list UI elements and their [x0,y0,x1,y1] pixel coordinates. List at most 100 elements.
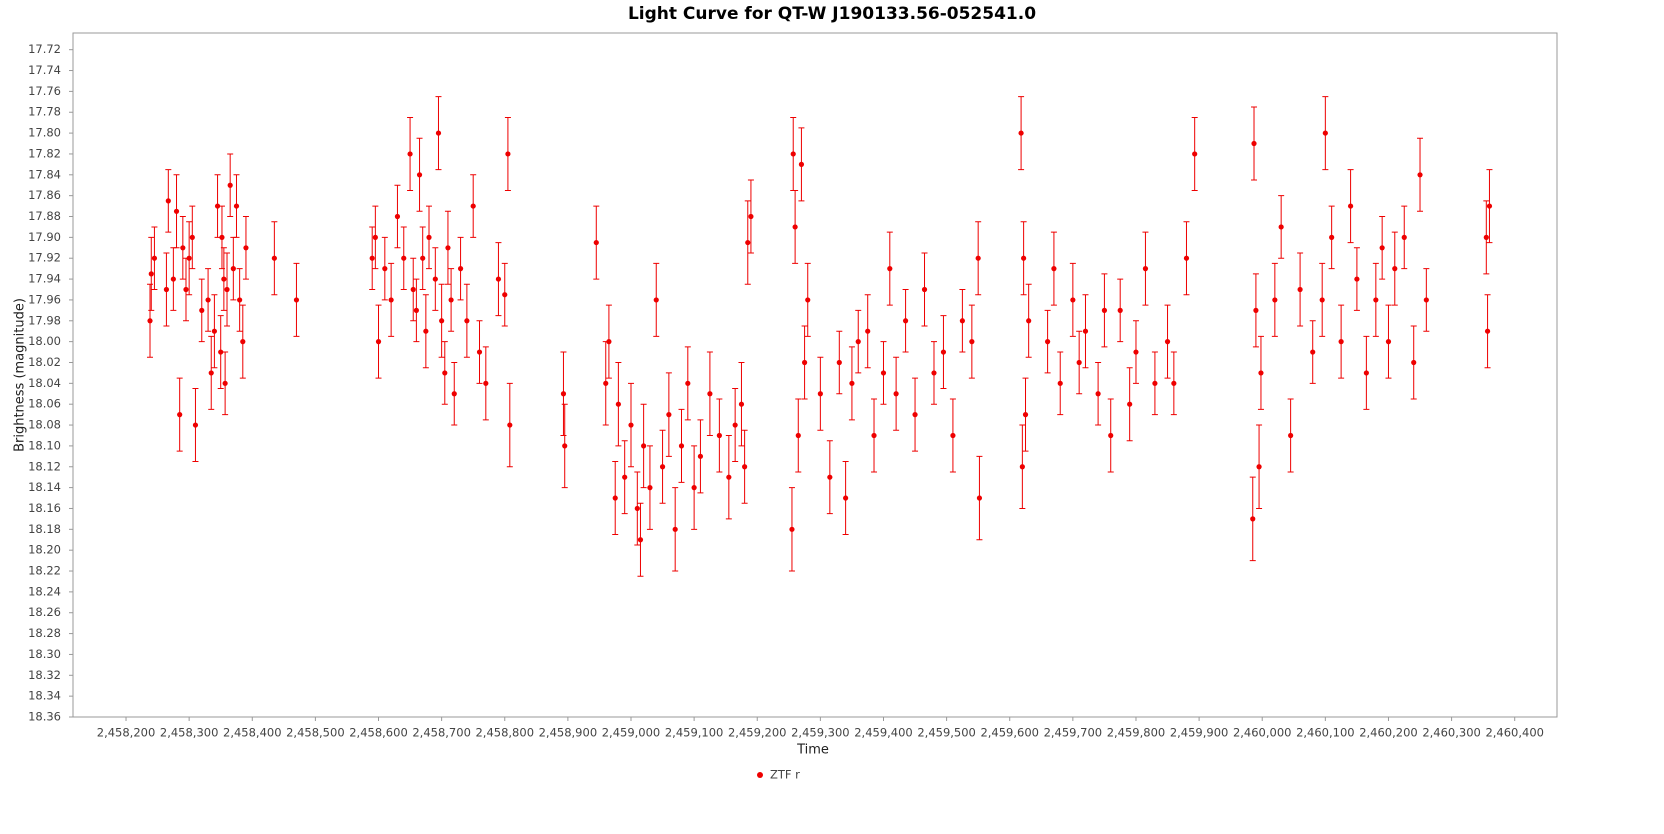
data-point [1288,432,1294,439]
data-point [224,286,230,293]
data-point [880,370,887,376]
data-point [647,485,653,491]
data-point [1051,266,1057,272]
y-tick-label: 17.96 [28,292,61,306]
y-tick-label: 17.90 [28,230,61,244]
data-point [1354,276,1360,282]
data-point [410,286,416,293]
data-point [507,422,513,428]
data-point [742,464,748,470]
data-point [836,359,842,366]
data-point [388,297,394,303]
x-tick-label: 2,459,100 [665,726,724,740]
data-point [1045,339,1051,345]
data-point [227,182,233,188]
data-point [1411,359,1417,366]
y-tick-label: 17.74 [28,63,61,77]
data-point [855,339,861,345]
data-point [748,213,754,220]
data-point [426,234,432,240]
data-point [1347,203,1354,209]
data-point [1192,151,1198,157]
data-point [230,266,236,272]
data-point [1183,255,1190,261]
y-tick-label: 18.26 [28,605,61,619]
y-tick-label: 18.12 [28,459,61,473]
data-point [163,286,170,293]
data-point [865,328,871,334]
y-tick-label: 17.72 [28,42,61,56]
x-tick-label: 2,459,600 [980,726,1039,740]
data-point [1171,380,1177,386]
data-point [628,422,634,428]
data-point [1484,328,1491,334]
data-point [1057,380,1063,386]
data-point [1310,349,1316,355]
data-point [205,297,211,303]
y-tick-label: 18.02 [28,355,61,369]
data-point [1258,370,1264,376]
data-point [940,349,947,355]
x-tick-label: 2,458,500 [286,726,345,740]
data-point [738,401,745,407]
data-point [369,255,375,261]
data-point [165,198,171,204]
y-tick-label: 17.86 [28,188,61,202]
x-tick-label: 2,459,900 [1170,726,1229,740]
data-point [603,380,609,386]
data-point [208,370,214,376]
data-point [959,318,965,324]
data-point [219,234,225,240]
data-point [1019,464,1025,470]
data-point [637,537,644,543]
data-point [448,297,454,303]
data-point [931,370,937,376]
data-point [726,474,732,480]
plot-area [72,32,1558,718]
data-point [1022,412,1029,418]
y-tick-label: 18.04 [28,376,61,390]
y-tick-label: 18.16 [28,501,61,515]
data-point [653,297,659,303]
data-point [969,339,975,345]
x-tick-label: 2,459,500 [917,726,976,740]
data-point [593,239,599,246]
data-point [1338,339,1344,345]
data-point [237,297,243,303]
data-point [218,349,224,355]
data-point [470,203,476,209]
x-tick-label: 2,459,800 [1107,726,1166,740]
data-point [1133,349,1139,355]
data-point [1483,234,1489,240]
y-tick-label: 17.88 [28,209,61,223]
data-point [457,266,464,272]
data-point [1319,297,1325,303]
data-point [151,255,158,261]
data-point [606,339,612,345]
data-point [1082,328,1089,334]
data-point [407,151,413,157]
data-point [612,495,618,501]
data-point [1117,307,1123,313]
data-point [505,151,511,157]
x-tick-label: 2,458,700 [412,726,471,740]
data-point [199,307,205,313]
data-point [240,339,246,345]
data-point [921,286,928,293]
y-tick-label: 18.24 [28,584,61,598]
data-point [1423,297,1429,303]
data-point [1256,464,1262,470]
y-tick-label: 18.14 [28,480,61,494]
data-point [173,208,180,214]
data-point [1095,391,1101,397]
data-point [817,391,823,397]
data-point [476,349,483,355]
data-point [423,328,429,334]
data-point [1253,307,1259,313]
data-point [790,151,796,157]
y-tick-label: 17.84 [28,167,61,181]
data-point [1164,339,1171,345]
data-point [445,245,451,251]
data-point [976,495,983,501]
